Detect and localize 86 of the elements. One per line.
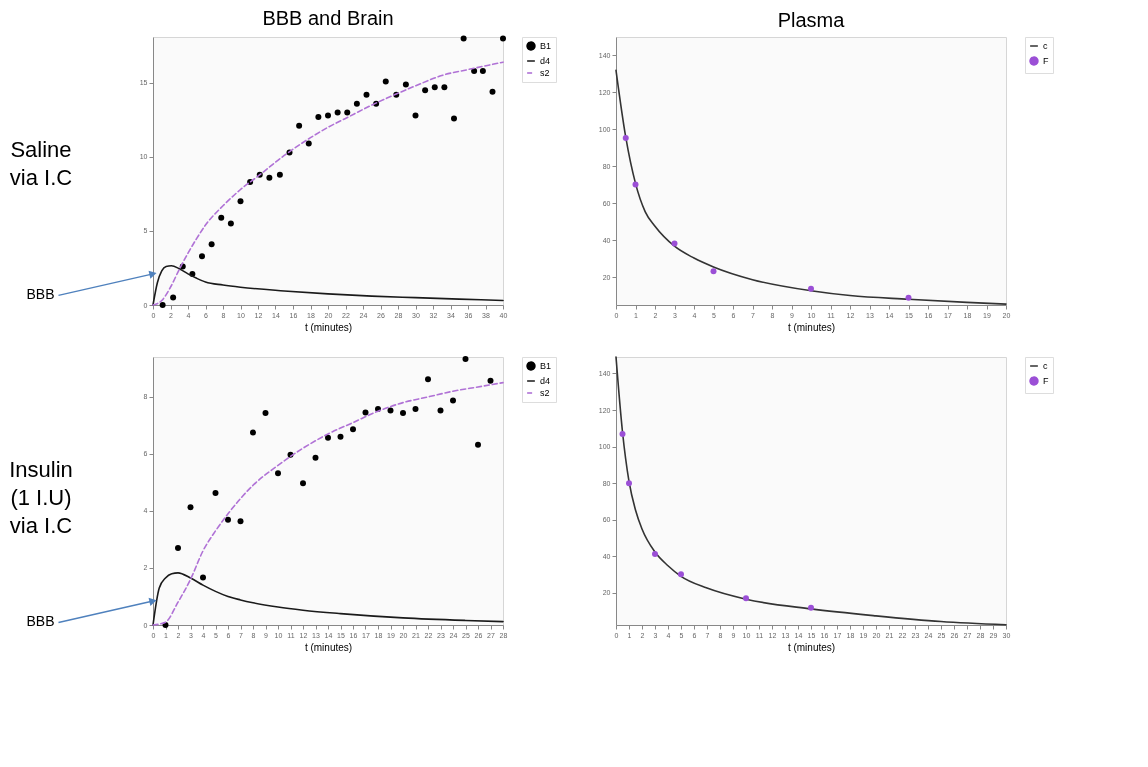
- point: [237, 518, 244, 525]
- point: [227, 220, 234, 227]
- point: [462, 356, 469, 362]
- point: [487, 377, 494, 384]
- point: [170, 294, 177, 301]
- point: [451, 115, 457, 122]
- point: [275, 470, 281, 477]
- legend-label: F: [1043, 376, 1049, 386]
- point: [363, 91, 370, 98]
- point: [652, 551, 658, 558]
- point: [334, 109, 341, 116]
- point: [500, 35, 506, 42]
- point: [743, 595, 749, 602]
- point: [671, 240, 678, 247]
- point: [262, 409, 269, 416]
- point: [710, 268, 717, 275]
- text: Insulin (1 I.U) via I.C: [9, 456, 73, 538]
- point: [632, 181, 639, 188]
- point: [218, 214, 225, 221]
- point: [312, 454, 319, 461]
- point: [208, 241, 215, 248]
- point: [808, 285, 814, 292]
- line-series: [615, 356, 1007, 626]
- legend-label: B1: [540, 41, 552, 51]
- legend-label: B1: [540, 361, 552, 371]
- point: [350, 426, 356, 433]
- point: [362, 409, 369, 416]
- point: [296, 122, 303, 129]
- point: [619, 431, 626, 438]
- point: [305, 140, 312, 147]
- point: [199, 253, 205, 260]
- point: [159, 302, 166, 308]
- point: [382, 78, 389, 85]
- point: [353, 100, 360, 107]
- legend-label: F: [1043, 56, 1049, 66]
- point: [437, 407, 444, 414]
- point: [905, 294, 912, 301]
- point: [300, 480, 306, 487]
- point: [425, 376, 431, 383]
- point: [315, 113, 322, 120]
- point: [412, 405, 419, 412]
- x-axis-title: t (minutes): [787, 321, 836, 333]
- point: [489, 88, 496, 95]
- point: [344, 109, 351, 116]
- legend-label: d4: [540, 376, 551, 386]
- x-axis-title: t (minutes): [787, 641, 836, 653]
- legend-label: c: [1043, 41, 1048, 51]
- point: [808, 604, 814, 611]
- chart-title: BBB and Brain: [262, 7, 394, 30]
- legend-label: s2: [540, 388, 550, 398]
- point: [412, 112, 419, 119]
- text: Saline via I.C: [9, 136, 73, 190]
- point: [622, 134, 629, 141]
- point: [276, 171, 283, 178]
- point: [431, 84, 438, 91]
- x-axis-title: t (minutes): [304, 321, 353, 333]
- point: [200, 574, 206, 581]
- chart-title: Plasma: [777, 8, 846, 31]
- point: [266, 174, 273, 181]
- point: [175, 545, 181, 552]
- point: [325, 434, 331, 441]
- legend-label: c: [1043, 361, 1048, 371]
- point: [402, 81, 409, 88]
- point: [441, 84, 448, 91]
- point: [187, 504, 194, 511]
- legend-label: s2: [540, 68, 550, 78]
- point: [626, 480, 632, 487]
- annotation: BBB: [26, 286, 55, 303]
- point: [250, 429, 256, 436]
- point: [678, 571, 684, 578]
- point: [325, 112, 331, 119]
- annotation: BBB: [26, 613, 55, 630]
- point: [400, 409, 406, 416]
- point: [450, 397, 456, 404]
- point: [460, 35, 467, 42]
- point: [212, 490, 219, 496]
- point: [475, 441, 481, 448]
- point: [479, 68, 486, 75]
- point: [471, 68, 478, 75]
- point: [387, 407, 394, 414]
- point: [337, 433, 344, 440]
- point: [237, 198, 244, 205]
- point: [422, 87, 429, 94]
- legend-label: d4: [540, 56, 551, 66]
- point: [225, 516, 231, 523]
- x-axis-title: t (minutes): [304, 641, 353, 653]
